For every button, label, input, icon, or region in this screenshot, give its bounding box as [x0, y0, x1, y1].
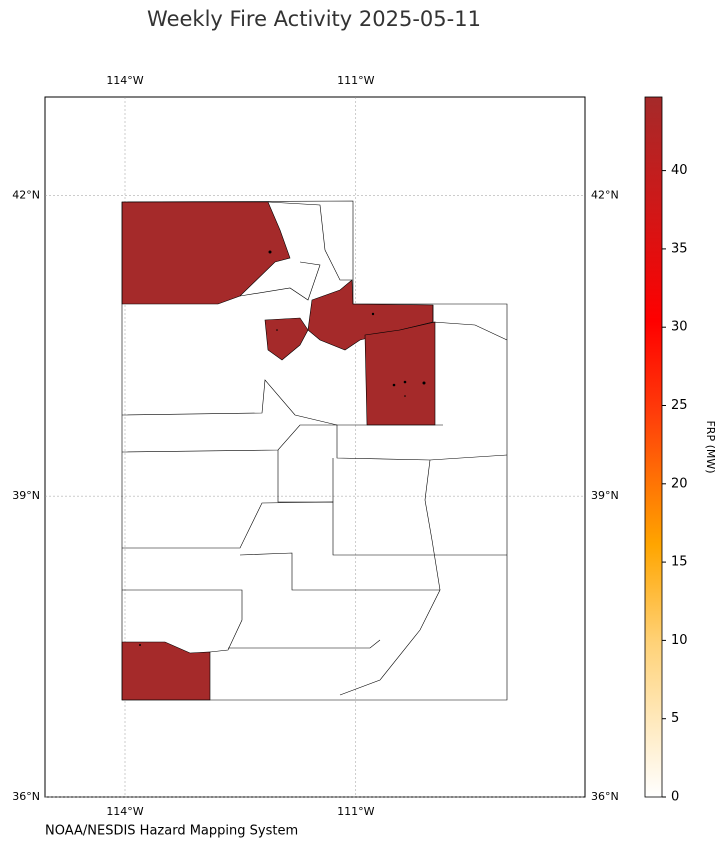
- y-tick-label: 42°N: [12, 188, 40, 201]
- fire-points: [139, 250, 426, 646]
- colorbar-tick-label: 40: [671, 163, 688, 178]
- colorbar-tick-label: 15: [671, 555, 688, 570]
- region: [364, 321, 436, 426]
- title: Weekly Fire Activity 2025-05-11: [147, 7, 481, 31]
- colorbar-tick-label: 5: [671, 711, 679, 726]
- x-tick-label: 111°W: [337, 74, 374, 87]
- colorbar: [644, 96, 663, 798]
- region: [121, 201, 291, 305]
- x-tick-label: 114°W: [106, 74, 143, 87]
- y-tick-label: 36°N: [591, 790, 619, 803]
- colorbar-tick-label: 30: [671, 320, 688, 335]
- y-tick-label: 39°N: [12, 489, 40, 502]
- x-tick-label: 111°W: [337, 805, 374, 818]
- county-lines: [121, 200, 508, 701]
- colorbar-tick-label: 10: [671, 633, 688, 648]
- source: NOAA/NESDIS Hazard Mapping System: [45, 824, 298, 839]
- x-tick-label: 114°W: [106, 805, 143, 818]
- colorbar-tick-label: 25: [671, 398, 688, 413]
- y-tick-label: 42°N: [591, 188, 619, 201]
- colorbar-tick-label: 20: [671, 476, 688, 491]
- colorbar-tick-label: 35: [671, 241, 688, 256]
- region: [264, 317, 309, 361]
- colorbar-tick-label: 0: [671, 790, 679, 805]
- colorbar-label: FRP (MW): [704, 420, 717, 473]
- y-tick-label: 36°N: [12, 790, 40, 803]
- y-tick-label: 39°N: [591, 489, 619, 502]
